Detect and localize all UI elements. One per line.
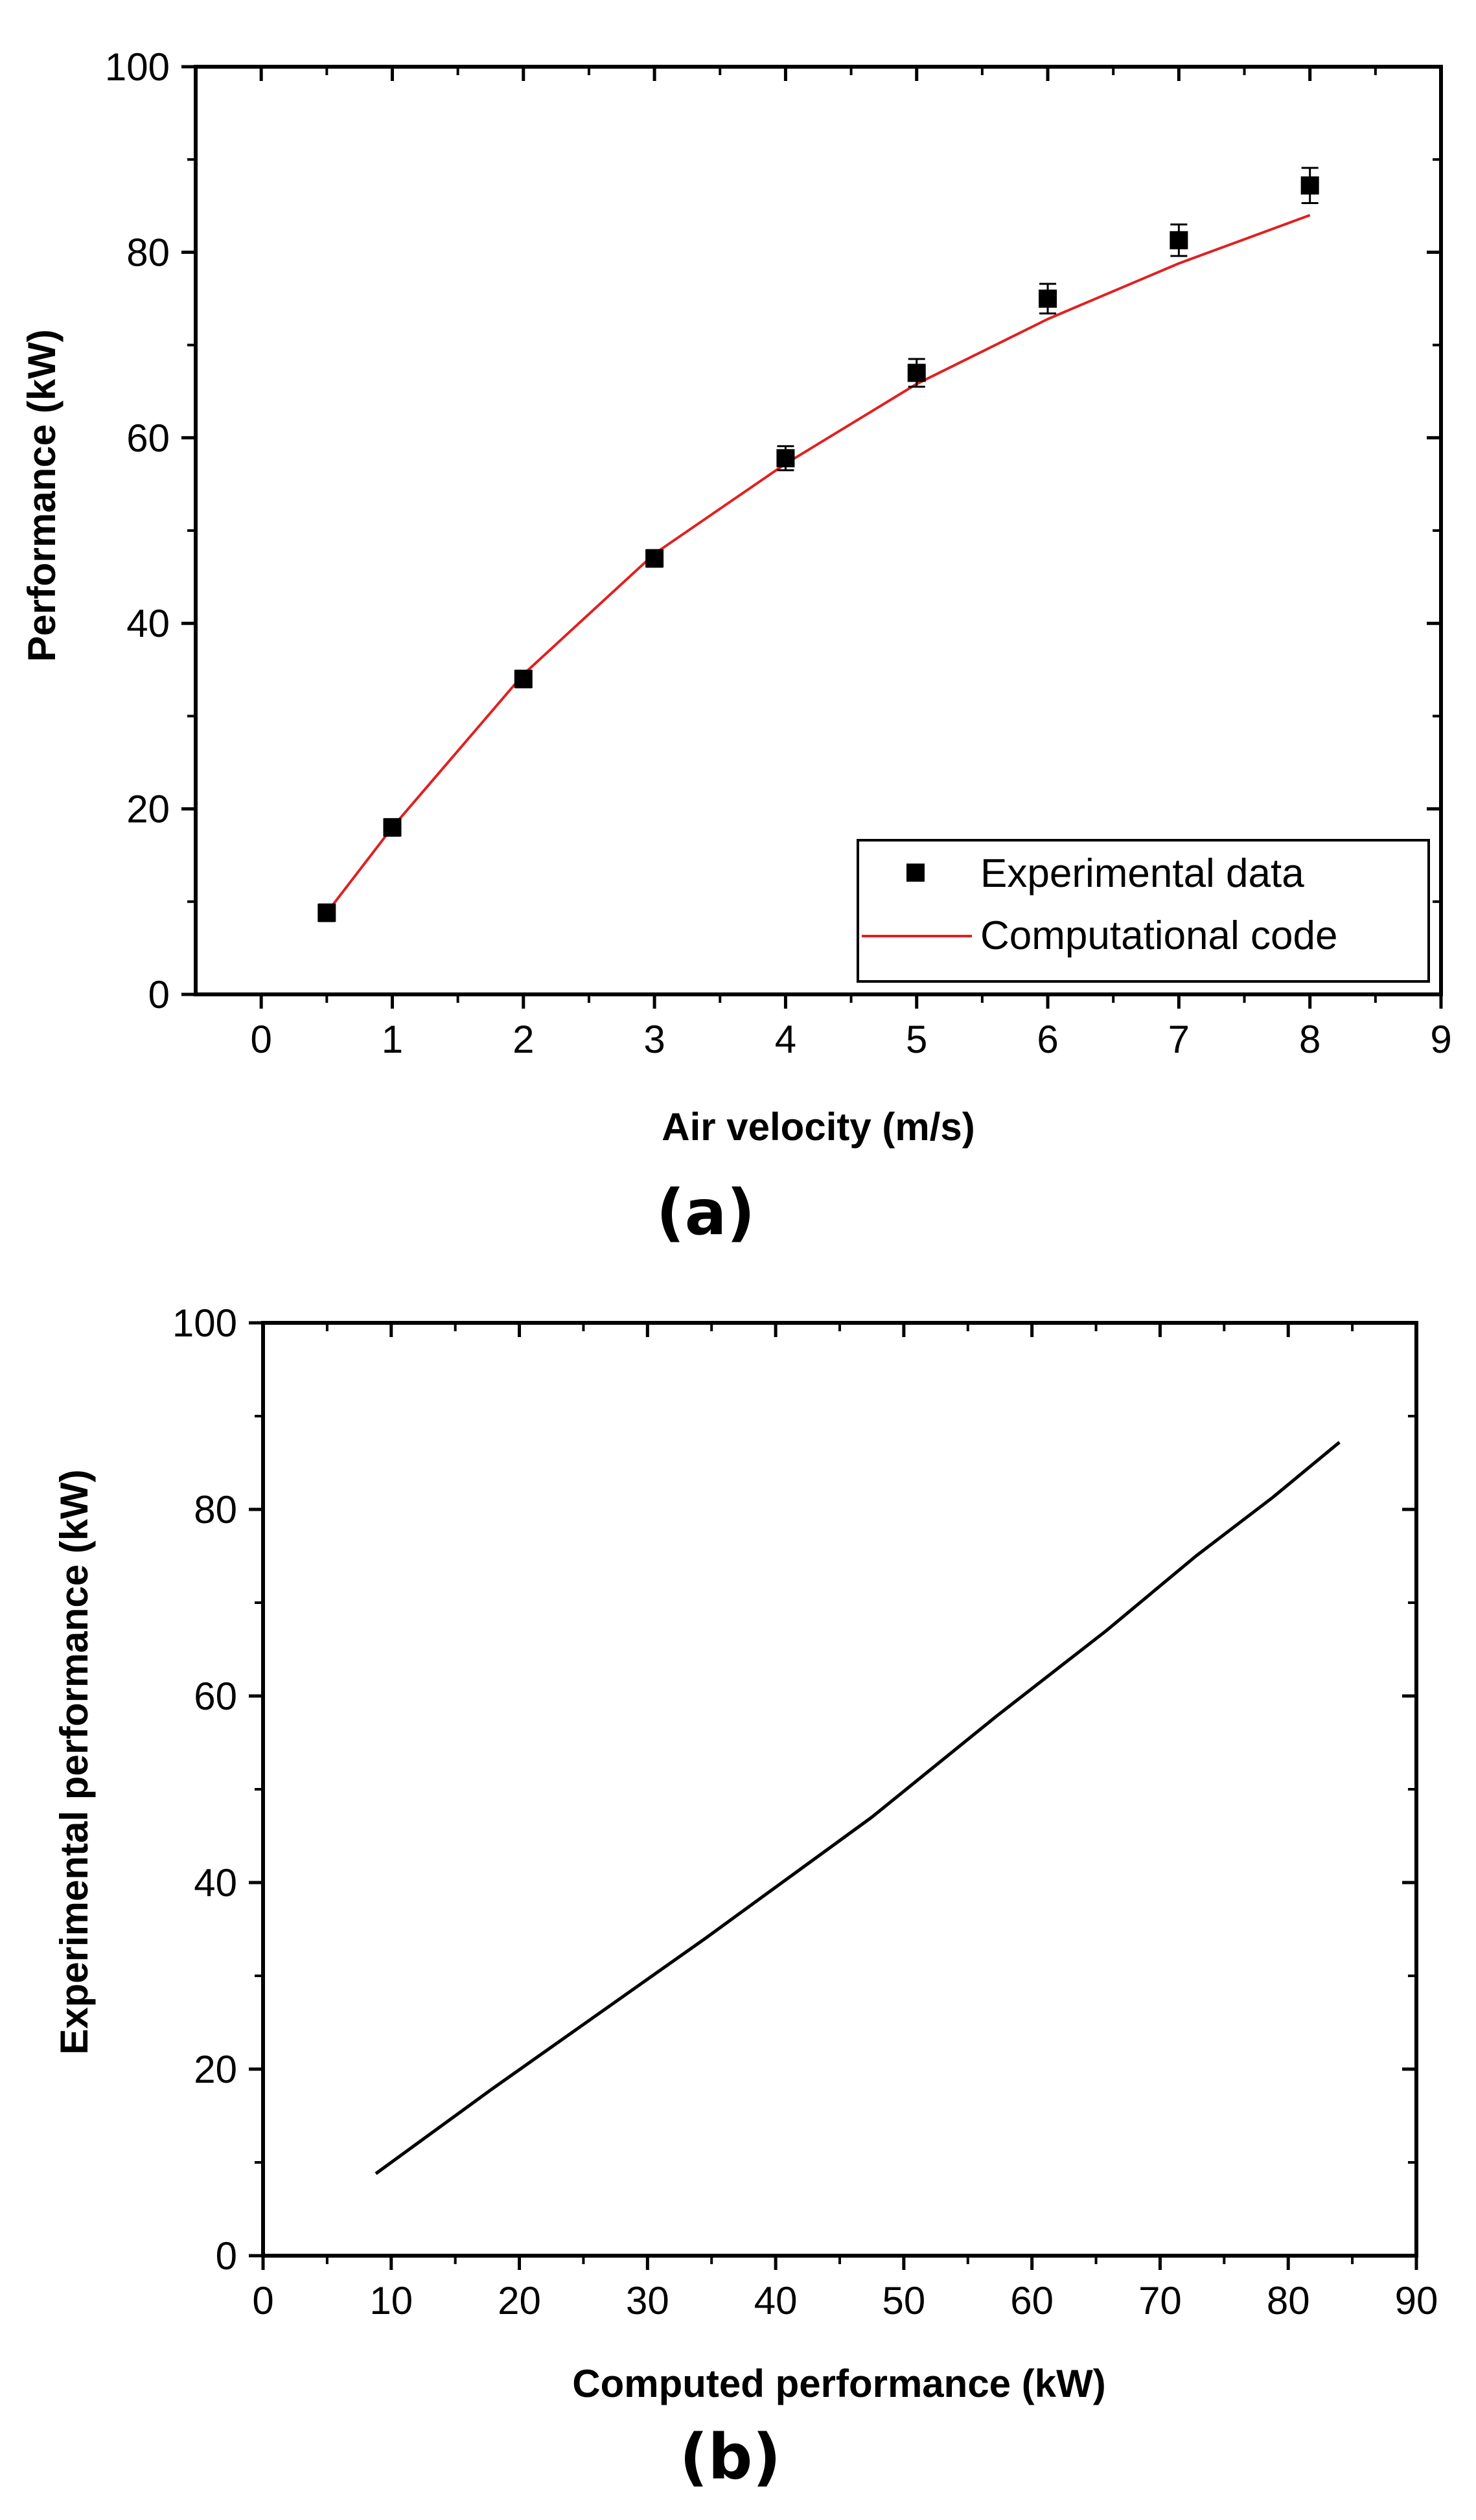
panel-a-label: (a)	[656, 1176, 755, 1249]
legend-entry-computational: Computational code	[980, 913, 1337, 958]
panel-b-x-tick-label: 50	[882, 2279, 926, 2322]
panel-a-x-tick-label: 9	[1430, 1018, 1451, 1061]
experimental-vs-computed-line	[375, 1441, 1341, 2175]
experimental-data-point	[1170, 231, 1188, 249]
panel-a-x-tick-label: 7	[1168, 1018, 1190, 1061]
experimental-data-point	[514, 670, 533, 689]
panel-b-x-tick-label: 30	[626, 2279, 669, 2322]
panel-a-x-axis-label: Air velocity (m/s)	[662, 1105, 975, 1149]
panel-b-x-tick-label: 90	[1395, 2279, 1438, 2322]
panel-b-y-tick-label: 20	[194, 2048, 237, 2091]
panel-a-x-tick-label: 1	[382, 1018, 403, 1061]
panel-a-legend: Experimental data Computational code	[857, 839, 1430, 983]
legend-box	[857, 839, 1430, 983]
panel-a-y-tick-label: 0	[148, 973, 170, 1016]
panel-a-plot-frame	[194, 65, 1443, 996]
panel-b-x-tick-label: 60	[1010, 2279, 1054, 2322]
panel-a-chart: (a) Air velocity (m/s) Performance (kW) …	[20, 45, 1452, 1249]
panel-b-x-tick-label: 40	[754, 2279, 798, 2322]
panel-a-y-tick-label: 20	[126, 788, 170, 831]
panel-b-chart: (b) Computed performance (kW) Experiment…	[52, 1301, 1438, 2493]
panel-b-x-tick-label: 0	[252, 2279, 273, 2322]
panel-a-x-tick-label: 4	[775, 1018, 796, 1061]
experimental-data-point	[907, 363, 926, 382]
experimental-data-point	[383, 818, 402, 837]
computational-code-line	[325, 214, 1311, 914]
legend-entry-experimental: Experimental data	[980, 851, 1304, 896]
panel-b-x-tick-label: 20	[498, 2279, 541, 2322]
panel-b-x-axis-label: Computed performance (kW)	[572, 2362, 1105, 2405]
panel-a-y-tick-label: 40	[126, 602, 170, 645]
panel-b-y-tick-label: 60	[194, 1675, 237, 1718]
legend-square-marker-icon	[906, 864, 925, 882]
panel-b-x-tick-label: 10	[369, 2279, 413, 2322]
panel-a-x-tick-label: 2	[513, 1018, 534, 1061]
panel-b-x-tick-label: 80	[1267, 2279, 1310, 2322]
panel-b-label: (b)	[680, 2421, 781, 2493]
panel-a-y-tick-label: 60	[126, 417, 170, 460]
experimental-data-point	[317, 903, 336, 922]
panel-b-plot-frame	[261, 1321, 1418, 2258]
panel-a-x-tick-label: 3	[643, 1018, 665, 1061]
experimental-data-point	[1300, 176, 1319, 195]
experimental-data-point	[776, 449, 795, 468]
panel-b-y-axis-label: Experimental performance (kW)	[52, 1469, 96, 2055]
experimental-data-point	[1039, 290, 1057, 308]
experimental-data-point	[645, 549, 664, 567]
panel-b-y-tick-label: 80	[194, 1488, 237, 1531]
panel-a-y-tick-label: 100	[105, 45, 170, 89]
panel-a-y-axis-label: Performance (kW)	[20, 329, 63, 661]
panel-b-y-tick-label: 40	[194, 1861, 237, 1905]
panel-b-y-tick-label: 0	[216, 2234, 237, 2278]
panel-b-x-tick-label: 70	[1138, 2279, 1182, 2322]
panel-a-x-tick-label: 0	[250, 1018, 271, 1061]
panel-a-x-tick-label: 8	[1299, 1018, 1320, 1061]
panel-a-y-tick-label: 80	[126, 231, 170, 274]
panel-b-y-tick-label: 100	[172, 1301, 237, 1345]
panel-a-x-tick-label: 6	[1037, 1018, 1058, 1061]
panel-a-x-tick-label: 5	[906, 1018, 927, 1061]
